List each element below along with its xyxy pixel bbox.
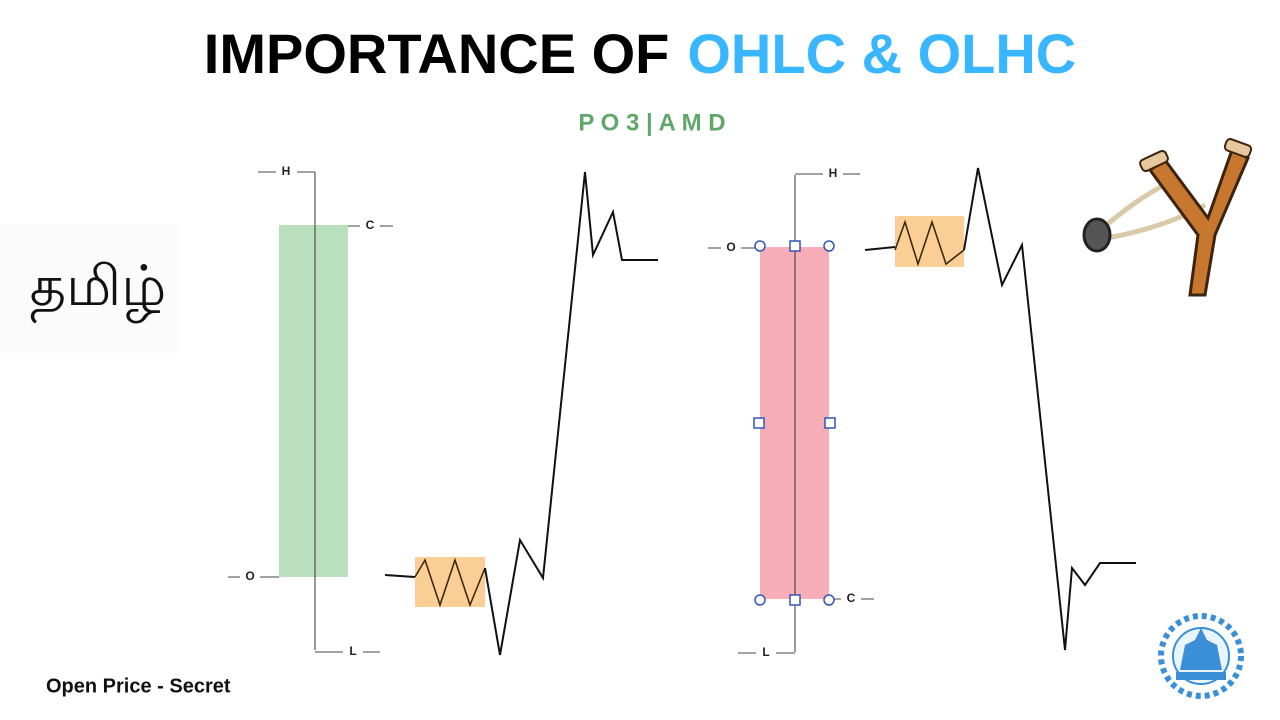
handle <box>823 594 835 606</box>
handle <box>823 240 835 252</box>
slingshot-icon <box>1082 138 1253 297</box>
accumulation-zigzag <box>414 557 486 608</box>
bullish-body <box>279 225 348 577</box>
low-label: L <box>349 644 356 658</box>
price-path <box>963 167 1136 651</box>
handle <box>789 240 801 252</box>
language-box <box>0 225 180 353</box>
high-label: H <box>829 166 838 180</box>
price-path <box>864 246 896 251</box>
right-candle: H O C L <box>708 166 874 659</box>
accumulation-box <box>415 557 485 607</box>
subtitle: P O 3 | A M D <box>578 109 725 136</box>
footer-note: Open Price - Secret <box>46 675 231 697</box>
language-label: தமிழ் <box>30 254 167 324</box>
high-label: H <box>282 164 291 178</box>
close-label: C <box>366 218 375 232</box>
open-label: O <box>245 569 254 583</box>
open-label: O <box>726 240 735 254</box>
logo <box>1158 613 1244 699</box>
price-path <box>484 171 658 656</box>
left-candle: H C O L <box>228 164 393 658</box>
title-black: IMPORTANCE OF <box>204 22 670 85</box>
handle <box>753 417 765 429</box>
title-blue: OHLC & OLHC <box>687 22 1076 85</box>
close-label: C <box>847 591 856 605</box>
price-path <box>384 574 416 578</box>
handle <box>824 417 836 429</box>
low-label: L <box>762 645 769 659</box>
handle <box>754 594 766 606</box>
accumulation-zigzag <box>894 219 965 267</box>
handle <box>754 240 766 252</box>
title: IMPORTANCE OF OHLC & OLHC <box>204 22 1076 85</box>
handle <box>789 594 801 606</box>
